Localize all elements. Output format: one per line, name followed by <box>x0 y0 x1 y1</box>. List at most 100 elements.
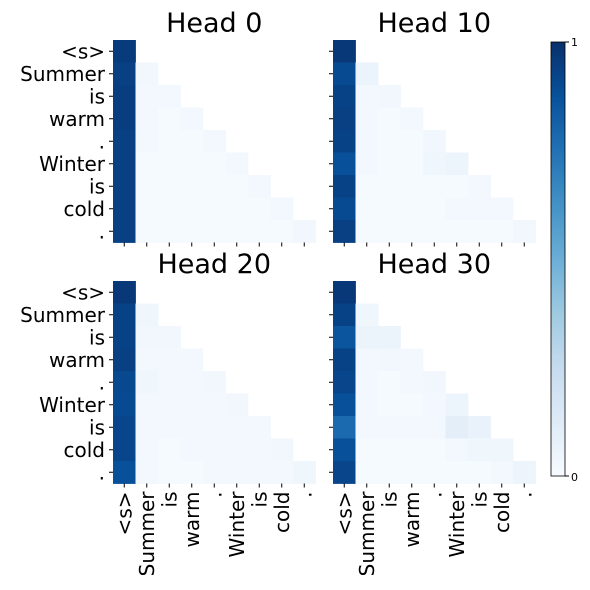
colorbar: 1 0 <box>550 36 578 484</box>
heatmap-cell <box>180 152 204 176</box>
heatmap-cell <box>333 197 356 221</box>
heatmap-cell <box>135 175 159 198</box>
panel-title: Head 10 <box>377 8 491 39</box>
heatmap-cell <box>378 393 401 417</box>
heatmap-cell <box>378 348 401 372</box>
panel-title: Head 20 <box>157 249 271 280</box>
heatmap-panel-2: Head 20<s>Summeriswarm.Winteriscold.<s>S… <box>20 249 316 576</box>
heatmap-cell <box>158 326 181 349</box>
heatmap-cell <box>158 220 181 243</box>
panel-title: Head 30 <box>377 249 491 280</box>
heatmap-cell <box>225 438 249 462</box>
heatmap-cell <box>203 461 226 484</box>
heatmap-cell <box>513 220 536 243</box>
heatmap-cell <box>225 152 249 176</box>
heatmap-cell <box>378 438 401 462</box>
heatmap-cell <box>158 197 181 221</box>
heatmap-cell <box>113 281 136 304</box>
heatmap-cell <box>355 220 379 243</box>
heatmap-cell <box>113 371 136 394</box>
heatmap-cell <box>445 152 469 176</box>
heatmap-cell <box>113 152 136 176</box>
heatmap-cell <box>445 220 469 243</box>
heatmap-cell <box>333 438 356 462</box>
heatmap-cell <box>333 281 356 304</box>
heatmap-cell <box>180 438 204 462</box>
heatmap-panels: Head 0<s>Summeriswarm.Winteriscold.Head … <box>20 8 536 576</box>
y-tick-label: is <box>89 415 105 439</box>
heatmap-cell <box>180 175 204 198</box>
y-tick-label: . <box>99 219 105 243</box>
y-tick-label: warm <box>49 348 105 372</box>
heatmap-cell <box>135 326 159 349</box>
heatmap-cell <box>225 197 249 221</box>
heatmap-cell <box>135 130 159 153</box>
y-tick-label: <s> <box>61 280 105 304</box>
heatmap-cell <box>158 416 181 439</box>
heatmap-cell <box>445 197 469 221</box>
x-tick-label: is <box>467 492 491 508</box>
heatmap-cell <box>355 62 379 86</box>
colorbar-min-label: 0 <box>571 471 578 484</box>
x-tick-label: is <box>247 492 271 508</box>
heatmap-cell <box>203 393 226 417</box>
heatmap-cell <box>333 461 356 484</box>
heatmap-cell <box>248 220 271 243</box>
heatmap-cell <box>355 461 379 484</box>
heatmap-cell <box>468 175 491 198</box>
heatmap-cell <box>333 107 356 131</box>
heatmap-cell <box>333 393 356 417</box>
heatmap-cell <box>423 438 446 462</box>
heatmap-cell <box>400 416 424 439</box>
heatmap-cell <box>445 438 469 462</box>
heatmap-cell <box>333 85 356 108</box>
heatmap-cell <box>333 175 356 198</box>
y-tick-label: warm <box>49 107 105 131</box>
heatmap-cell <box>355 416 379 439</box>
heatmap-cell <box>225 393 249 417</box>
heatmap-cell <box>355 85 379 108</box>
y-tick-label: . <box>99 129 105 153</box>
heatmap-cell <box>333 326 356 349</box>
heatmap-cell <box>468 197 491 221</box>
heatmap-cell <box>355 393 379 417</box>
heatmap-cell <box>135 461 159 484</box>
x-tick-label: warm <box>180 492 204 548</box>
heatmap-cell <box>225 175 249 198</box>
heatmap-cell <box>400 371 424 394</box>
y-tick-label: cold <box>64 438 105 462</box>
heatmap-cell <box>113 62 136 86</box>
heatmap-cell <box>490 461 514 484</box>
heatmap-cell <box>225 220 249 243</box>
heatmap-cell <box>180 461 204 484</box>
heatmap-cell <box>225 461 249 484</box>
heatmap-cell <box>180 416 204 439</box>
heatmap-cell <box>355 130 379 153</box>
heatmap-cell <box>490 197 514 221</box>
heatmap-cell <box>158 107 181 131</box>
heatmap-cell <box>400 130 424 153</box>
heatmap-cell <box>135 152 159 176</box>
x-tick-label: <s> <box>112 492 136 536</box>
x-tick-label: warm <box>400 492 424 548</box>
heatmap-cell <box>180 393 204 417</box>
heatmap-cell <box>248 416 271 439</box>
heatmap-cell <box>400 461 424 484</box>
heatmap-cell <box>333 130 356 153</box>
heatmap-cell <box>270 197 294 221</box>
heatmap-cell <box>423 130 446 153</box>
heatmap-cell <box>445 416 469 439</box>
heatmap-cell <box>180 130 204 153</box>
heatmap-cell <box>468 438 491 462</box>
heatmap-cell <box>113 303 136 327</box>
heatmap-cell <box>423 461 446 484</box>
x-tick-label: . <box>512 492 536 498</box>
x-tick-label: Summer <box>355 491 379 577</box>
heatmap-cell <box>378 220 401 243</box>
heatmap-cell <box>203 371 226 394</box>
heatmap-cell <box>248 461 271 484</box>
x-tick-label: is <box>157 492 181 508</box>
heatmap-cell <box>203 130 226 153</box>
heatmap-cell <box>180 371 204 394</box>
